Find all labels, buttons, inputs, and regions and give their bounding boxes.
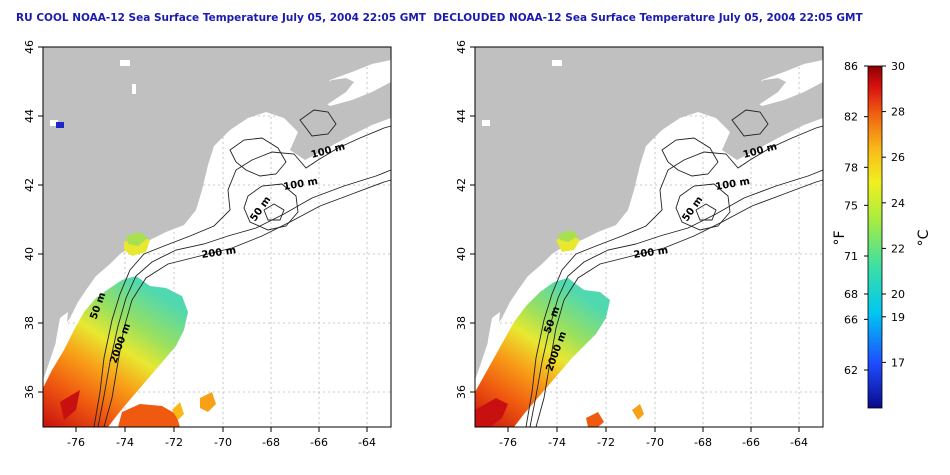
colorbar-gradient bbox=[867, 65, 883, 409]
celsius-tick-label: 19 bbox=[891, 311, 905, 324]
celsius-tick-label: 24 bbox=[891, 197, 905, 210]
map-panel-right: DECLOUDED NOAA-12 Sea Surface Temperatur… bbox=[433, 12, 863, 449]
land-right bbox=[475, 47, 823, 380]
sst-field-right bbox=[475, 278, 610, 427]
y-tick-label: 46 bbox=[23, 40, 36, 54]
y-tick-label: 36 bbox=[455, 385, 468, 399]
tick-marks-right bbox=[470, 46, 800, 432]
celsius-scale: 30 28 26 24 22 20 19 17 bbox=[882, 60, 905, 369]
celsius-tick-label: 26 bbox=[891, 151, 905, 164]
celsius-axis-label: °C bbox=[916, 229, 932, 246]
nova-scotia-left bbox=[300, 78, 354, 112]
y-tick-label: 38 bbox=[23, 316, 36, 330]
x-tick-label: -74 bbox=[548, 436, 566, 449]
y-tick-label: 46 bbox=[455, 40, 468, 54]
celsius-tick-label: 28 bbox=[891, 106, 905, 119]
x-tick-label: -68 bbox=[694, 436, 712, 449]
x-tick-label: -74 bbox=[116, 436, 134, 449]
land-left bbox=[43, 47, 391, 380]
y-tick-label: 36 bbox=[23, 385, 36, 399]
x-tick-label: -66 bbox=[310, 436, 328, 449]
map-title-right: DECLOUDED NOAA-12 Sea Surface Temperatur… bbox=[433, 12, 863, 24]
tick-marks-left bbox=[38, 46, 368, 432]
y-tick-label: 40 bbox=[23, 247, 36, 261]
fahrenheit-tick-label: 68 bbox=[844, 288, 858, 301]
x-tick-label: -64 bbox=[358, 436, 376, 449]
svg-text:200 m: 200 m bbox=[633, 245, 669, 261]
x-tick-label: -66 bbox=[742, 436, 760, 449]
bathymetry-contours-left bbox=[93, 109, 392, 428]
x-tick-label: -70 bbox=[214, 436, 232, 449]
map-title-left: RU COOL NOAA-12 Sea Surface Temperature … bbox=[16, 12, 427, 24]
x-tick-label: -72 bbox=[165, 436, 183, 449]
x-tick-label: -68 bbox=[262, 436, 280, 449]
x-tick-label: -70 bbox=[646, 436, 664, 449]
x-tick-label: -72 bbox=[597, 436, 615, 449]
map-area-left: 100 m 100 m 50 m 200 m 50 m 2000 m bbox=[42, 46, 392, 428]
temperature-colorbar: 86 82 78 75 71 68 66 62 30 28 26 24 22 20 19 17 °F °C bbox=[832, 60, 932, 409]
lake-blob-left bbox=[56, 122, 64, 128]
fahrenheit-axis-label: °F bbox=[832, 230, 848, 245]
x-tick-label: -76 bbox=[67, 436, 85, 449]
svg-text:200 m: 200 m bbox=[201, 245, 237, 261]
y-tick-label: 44 bbox=[455, 109, 468, 123]
x-tick-label: -64 bbox=[790, 436, 808, 449]
map-area-right: 100 m 100 m 50 m 200 m 50 m 2000 m bbox=[474, 46, 824, 428]
y-axis-labels-left: 36 38 40 42 44 46 bbox=[23, 40, 36, 399]
y-tick-label: 42 bbox=[455, 178, 468, 192]
sst-field-left bbox=[43, 276, 188, 427]
x-tick-label: -76 bbox=[499, 436, 517, 449]
fahrenheit-tick-label: 75 bbox=[844, 199, 858, 212]
celsius-tick-label: 20 bbox=[891, 288, 905, 301]
fahrenheit-tick-label: 86 bbox=[844, 60, 858, 73]
fahrenheit-tick-label: 78 bbox=[844, 161, 858, 174]
y-tick-label: 44 bbox=[23, 109, 36, 123]
y-tick-label: 40 bbox=[455, 247, 468, 261]
fahrenheit-scale: 86 82 78 75 71 68 66 62 bbox=[844, 60, 868, 377]
bathymetry-contours-right bbox=[525, 109, 824, 428]
nova-scotia-right bbox=[732, 78, 786, 112]
celsius-tick-label: 22 bbox=[891, 242, 905, 255]
x-axis-labels-left: -76 -74 -72 -70 -68 -66 -64 bbox=[67, 436, 376, 449]
celsius-tick-label: 17 bbox=[891, 356, 905, 369]
celsius-tick-label: 30 bbox=[891, 60, 905, 73]
y-tick-label: 42 bbox=[23, 178, 36, 192]
map-panel-left: RU COOL NOAA-12 Sea Surface Temperature … bbox=[16, 12, 427, 449]
fahrenheit-tick-label: 62 bbox=[844, 364, 858, 377]
fahrenheit-tick-label: 82 bbox=[844, 111, 858, 124]
y-axis-labels-right: 36 38 40 42 44 46 bbox=[455, 40, 468, 399]
fahrenheit-tick-label: 66 bbox=[844, 313, 858, 326]
x-axis-labels-right: -76 -74 -72 -70 -68 -66 -64 bbox=[499, 436, 808, 449]
fahrenheit-tick-label: 71 bbox=[844, 250, 858, 263]
y-tick-label: 38 bbox=[455, 316, 468, 330]
